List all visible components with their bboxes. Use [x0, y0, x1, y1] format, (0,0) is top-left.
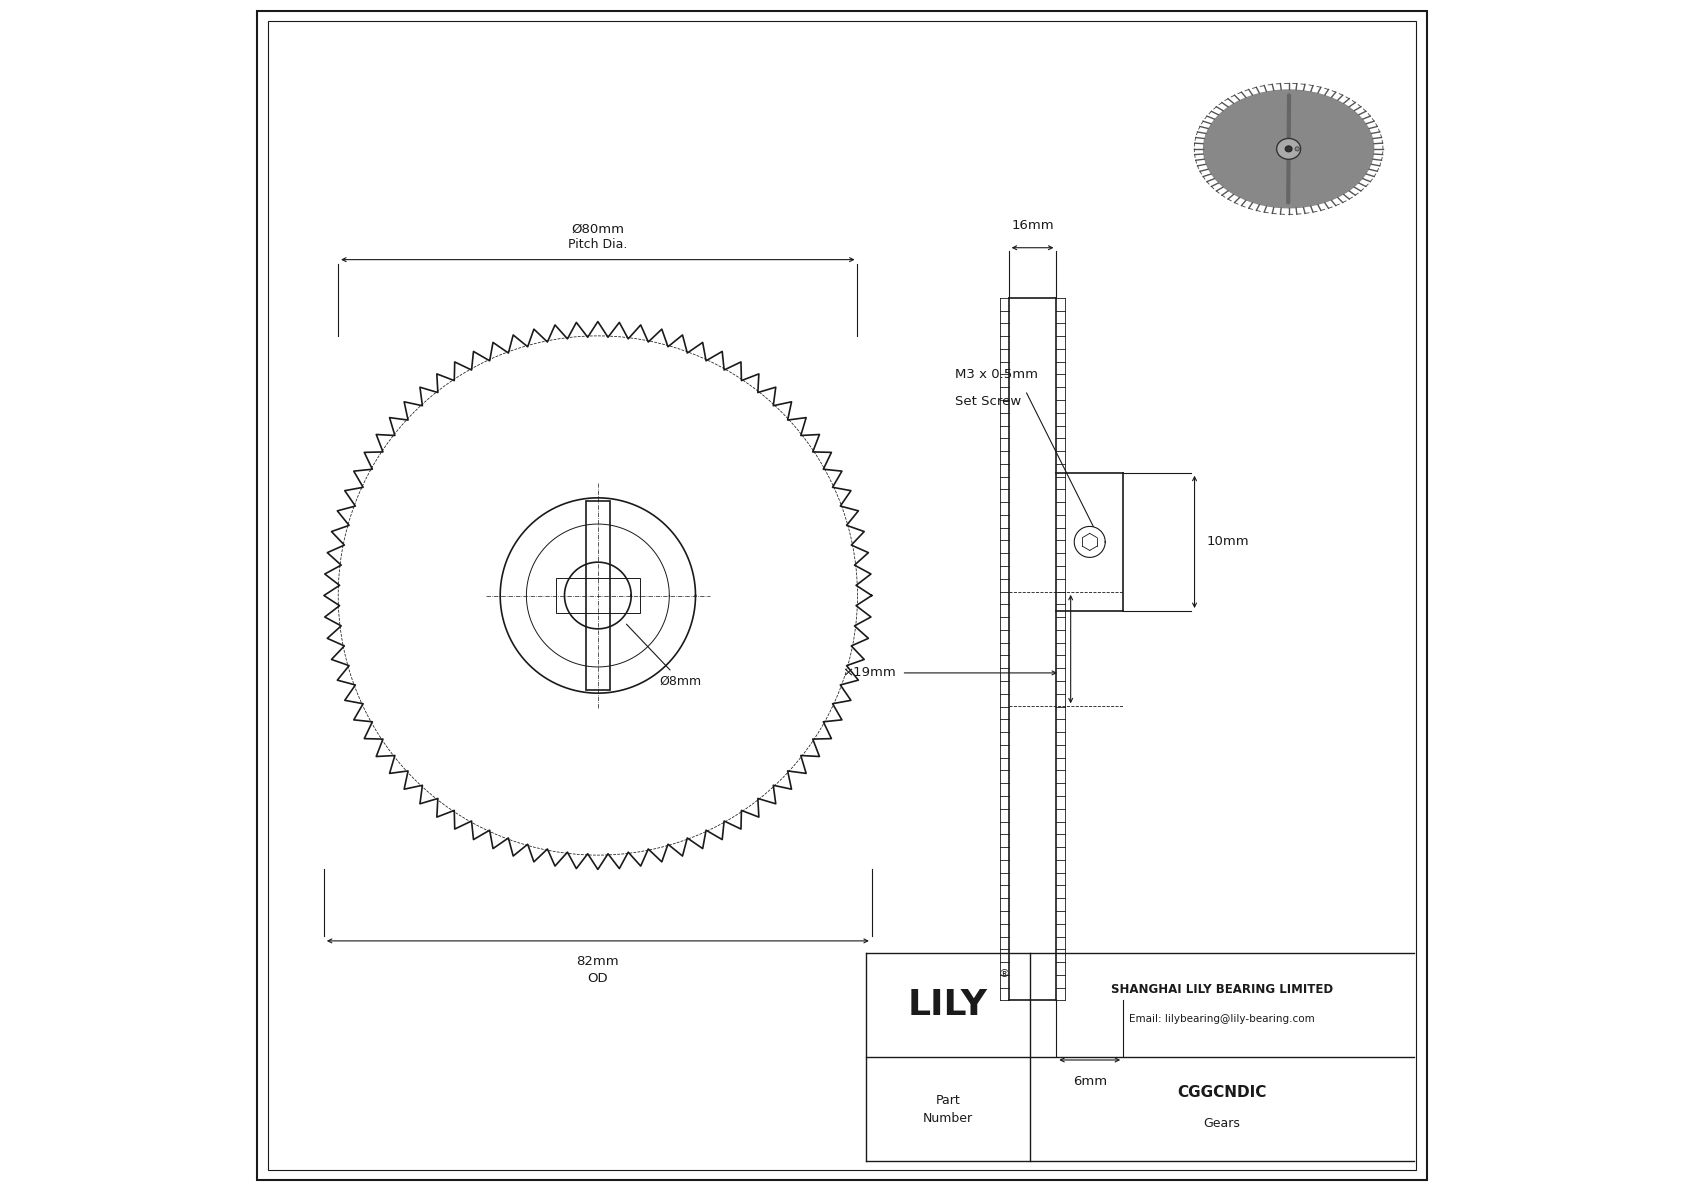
Text: ×19mm: ×19mm — [842, 667, 896, 679]
Text: Gears: Gears — [1204, 1117, 1241, 1130]
Text: Part
Number: Part Number — [923, 1093, 973, 1124]
Text: 10mm: 10mm — [1206, 536, 1250, 548]
Ellipse shape — [1276, 138, 1300, 160]
Ellipse shape — [1295, 146, 1300, 151]
Bar — [556, 578, 640, 613]
Text: 6mm: 6mm — [1073, 1075, 1106, 1089]
Text: Ø80mm: Ø80mm — [571, 223, 625, 236]
Text: Ø8mm: Ø8mm — [626, 624, 702, 688]
Text: LILY: LILY — [908, 987, 989, 1022]
Text: 82mm: 82mm — [576, 955, 620, 968]
Ellipse shape — [1202, 89, 1374, 208]
Text: OD: OD — [588, 972, 608, 985]
Text: CGGCNDIC: CGGCNDIC — [1177, 1085, 1266, 1100]
Text: 16mm: 16mm — [1012, 219, 1054, 232]
Text: Set Screw: Set Screw — [955, 395, 1022, 409]
Text: M3 x 0.5mm: M3 x 0.5mm — [955, 368, 1037, 381]
Text: Pitch Dia.: Pitch Dia. — [568, 238, 628, 251]
Text: SHANGHAI LILY BEARING LIMITED: SHANGHAI LILY BEARING LIMITED — [1111, 983, 1334, 996]
Text: ®: ® — [999, 968, 1009, 979]
Text: Email: lilybearing@lily-bearing.com: Email: lilybearing@lily-bearing.com — [1128, 1015, 1315, 1024]
Bar — [586, 500, 610, 691]
Ellipse shape — [1285, 146, 1292, 151]
